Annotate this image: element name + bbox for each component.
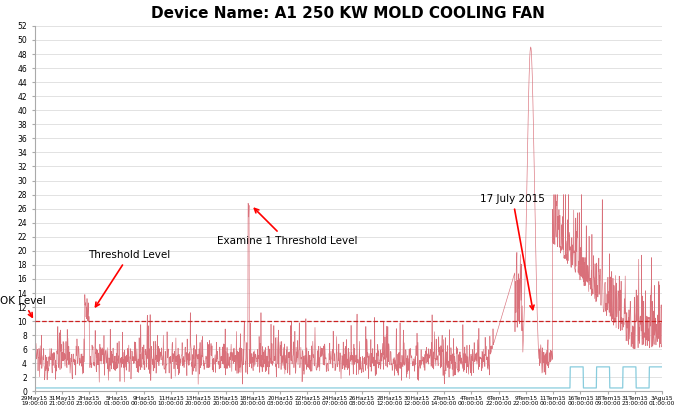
Text: Examine 1 Threshold Level: Examine 1 Threshold Level [217,208,357,246]
Text: 17 July 2015: 17 July 2015 [480,194,545,309]
Text: OK Level: OK Level [0,295,46,317]
Title: Device Name: A1 250 KW MOLD COOLING FAN: Device Name: A1 250 KW MOLD COOLING FAN [151,5,545,21]
Text: Threshold Level: Threshold Level [88,250,170,307]
